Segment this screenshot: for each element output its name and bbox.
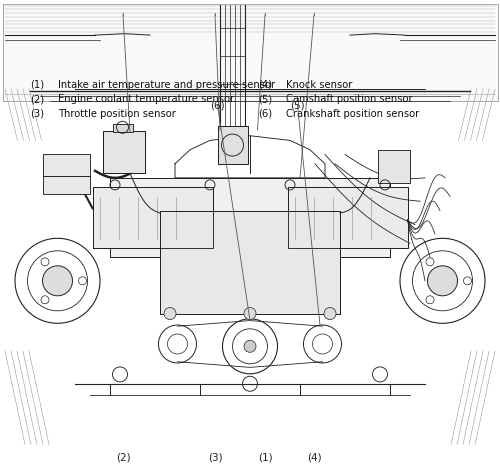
Bar xyxy=(160,211,340,314)
Text: (3): (3) xyxy=(30,109,44,118)
Text: (3): (3) xyxy=(208,453,222,463)
Bar xyxy=(218,126,248,164)
Bar xyxy=(92,187,212,248)
Circle shape xyxy=(164,307,176,320)
Text: Knock sensor: Knock sensor xyxy=(286,80,352,89)
Text: (1): (1) xyxy=(30,80,44,89)
Circle shape xyxy=(324,307,336,320)
Bar xyxy=(378,150,410,183)
Text: (5): (5) xyxy=(290,100,305,110)
Text: Engine coolant temperature sensor: Engine coolant temperature sensor xyxy=(58,94,234,104)
Bar xyxy=(92,187,212,248)
Bar xyxy=(160,211,340,314)
Text: (2): (2) xyxy=(116,453,130,463)
Text: (6): (6) xyxy=(210,100,225,110)
Text: (4): (4) xyxy=(306,453,322,463)
Bar xyxy=(288,187,408,248)
Text: Throttle position sensor: Throttle position sensor xyxy=(58,109,176,118)
Bar xyxy=(42,154,90,194)
Circle shape xyxy=(244,340,256,352)
Text: (4): (4) xyxy=(258,80,272,89)
Text: Crankshaft position sensor: Crankshaft position sensor xyxy=(286,109,419,118)
Bar xyxy=(102,131,145,173)
Bar xyxy=(288,187,408,248)
Bar xyxy=(112,124,132,132)
Circle shape xyxy=(244,307,256,320)
Bar xyxy=(2,4,498,101)
Bar xyxy=(110,178,390,257)
Text: Camshaft position sensor: Camshaft position sensor xyxy=(286,94,412,104)
Bar xyxy=(110,178,390,257)
Circle shape xyxy=(428,266,458,296)
Circle shape xyxy=(42,266,72,296)
Text: (6): (6) xyxy=(258,109,272,118)
Text: Intake air temperature and pressure sensor: Intake air temperature and pressure sens… xyxy=(58,80,275,89)
Text: (1): (1) xyxy=(258,453,272,463)
Bar xyxy=(218,126,248,164)
Text: (2): (2) xyxy=(30,94,44,104)
Text: (5): (5) xyxy=(258,94,272,104)
Bar xyxy=(102,131,145,173)
